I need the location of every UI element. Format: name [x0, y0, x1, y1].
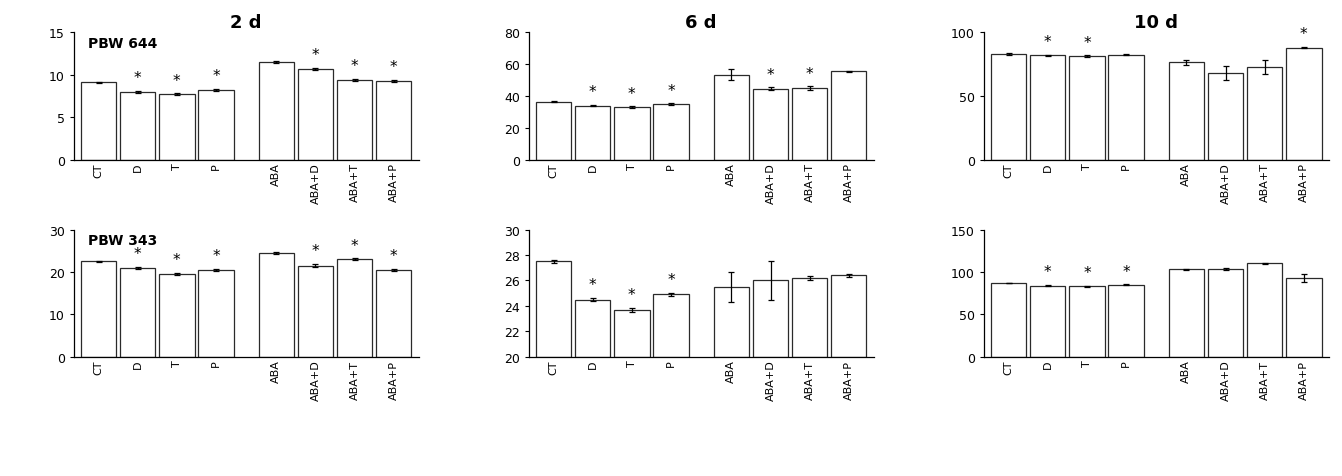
Bar [298, 266, 333, 357]
Bar [119, 268, 156, 357]
Text: *: * [391, 248, 397, 263]
Text: *: * [667, 83, 675, 99]
Text: *: * [1044, 35, 1052, 50]
Bar [259, 253, 294, 357]
Text: *: * [766, 68, 774, 82]
Text: *: * [1083, 266, 1091, 281]
Bar [376, 81, 412, 160]
Bar [654, 105, 688, 160]
Text: *: * [391, 60, 397, 75]
Bar [1247, 68, 1283, 160]
Text: *: * [311, 48, 319, 63]
Bar [654, 295, 688, 357]
Title: 2 d: 2 d [231, 14, 262, 32]
Text: *: * [628, 288, 636, 302]
Bar [259, 63, 294, 160]
Bar [1108, 56, 1143, 160]
Bar [160, 95, 195, 160]
Bar [81, 262, 117, 357]
Bar [1108, 285, 1143, 357]
Text: *: * [350, 238, 358, 253]
Bar [714, 287, 749, 357]
Bar [1208, 74, 1243, 160]
Bar [199, 270, 234, 357]
Bar [990, 283, 1027, 357]
Text: *: * [173, 74, 181, 89]
Title: 6 d: 6 d [686, 14, 717, 32]
Bar [714, 75, 749, 160]
Text: *: * [311, 244, 319, 258]
Text: *: * [667, 272, 675, 287]
Bar [199, 91, 234, 160]
Text: *: * [134, 247, 141, 262]
Bar [535, 102, 572, 160]
Bar [615, 108, 650, 160]
Text: *: * [1044, 265, 1052, 280]
Bar [119, 92, 156, 160]
Text: *: * [805, 67, 813, 81]
Bar [576, 106, 611, 160]
Bar [337, 81, 372, 160]
Bar [576, 300, 611, 357]
Bar [792, 278, 827, 357]
Bar [615, 310, 650, 357]
Text: *: * [350, 59, 358, 74]
Text: *: * [628, 87, 636, 101]
Bar [1169, 63, 1204, 160]
Bar [81, 83, 117, 160]
Bar [1070, 287, 1104, 357]
Text: PBW 644: PBW 644 [87, 37, 157, 51]
Bar [792, 89, 827, 160]
Text: *: * [1083, 36, 1091, 50]
Text: *: * [134, 71, 141, 86]
Bar [160, 275, 195, 357]
Bar [376, 270, 412, 357]
Text: *: * [1300, 27, 1307, 42]
Bar [337, 260, 372, 357]
Bar [1247, 264, 1283, 357]
Bar [535, 262, 572, 357]
Text: PBW 343: PBW 343 [87, 234, 157, 248]
Bar [1208, 269, 1243, 357]
Bar [831, 276, 867, 357]
Bar [1031, 56, 1066, 160]
Text: *: * [589, 85, 597, 100]
Text: *: * [212, 69, 220, 84]
Bar [1031, 286, 1066, 357]
Bar [753, 281, 788, 357]
Text: *: * [589, 278, 597, 292]
Bar [990, 55, 1027, 160]
Text: *: * [173, 253, 181, 268]
Bar [1286, 49, 1322, 160]
Text: *: * [212, 249, 220, 264]
Title: 10 d: 10 d [1134, 14, 1178, 32]
Bar [753, 89, 788, 160]
Bar [1286, 278, 1322, 357]
Text: *: * [1122, 264, 1130, 279]
Bar [1169, 270, 1204, 357]
Bar [831, 72, 867, 160]
Bar [1070, 57, 1104, 160]
Bar [298, 69, 333, 160]
